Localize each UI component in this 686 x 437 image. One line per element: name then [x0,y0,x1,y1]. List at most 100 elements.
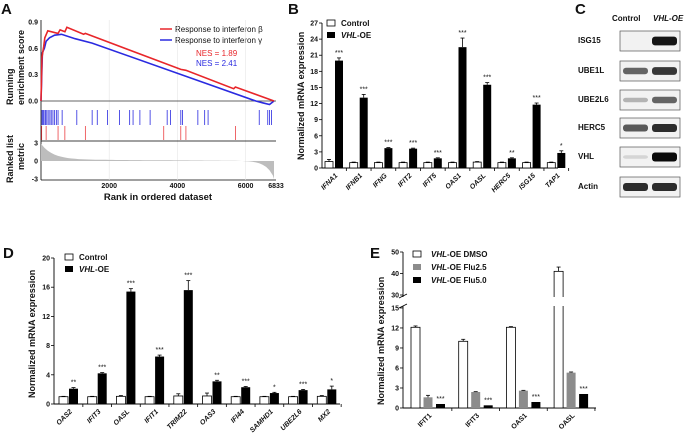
b-bar-isg15-s0 [522,162,531,169]
b-bar-oas1-s0 [448,162,457,169]
e-y-tick-label: 15 [391,305,399,312]
d-significance: * [273,384,276,391]
d-bar-samhd1-s1 [269,393,279,404]
e-bar-oasl-s1 [566,372,576,408]
panel-a: Running enrichment score Ranked list met… [5,25,263,203]
b-ylabel: Normalized mRNA expression [296,32,306,160]
d-x-tick-label: MX2 [317,408,332,423]
blot-band-vhl-vhl-oe [652,152,677,162]
d-significance: *** [156,347,164,354]
e-ylabel: Normalized mRNA expression [376,277,386,405]
b-y-tick-label: 24 [310,37,318,44]
b-bar-tap1-s0 [546,162,556,169]
e-x-tick-label: IFIT1 [417,412,434,429]
panel-label-e: E [370,245,380,262]
e-bar-oasl-s2 [579,393,589,408]
e-bar-ifit3-s0 [458,340,469,409]
e-bar-ifit1-s1 [423,397,433,408]
e-bar-oas1-s1 [518,390,528,408]
e-bar-ifit1-s2 [436,403,445,408]
blot-row-label-ube2l6: UBE2L6 [578,95,609,104]
e-bar-oasl-s0 [553,270,564,409]
d-significance: ** [71,380,77,387]
b-y-tick-label: 9 [314,117,318,124]
blot-membrane-herc5 [619,117,681,139]
a-metric-label-line1: Ranked list [5,135,15,183]
b-x-tick-label: IFIT2 [397,172,414,189]
d-bar-oas3-s1 [212,381,222,404]
a-ranked-metric-area [41,143,274,179]
e-y-tick-label: 3 [395,385,399,392]
blot-band-actin-control [623,182,648,192]
e-legend-dmso: VHL-OE DMSO [431,250,487,259]
b-bar-isg15-s1 [532,104,541,168]
b-x-tick-label: OASL [469,172,488,191]
blot-row-label-vhl: VHL [578,152,594,161]
d-x-tick-label: OAS3 [199,408,218,427]
a-metric-tick-label: -3 [32,177,38,184]
b-bar-ifng-s1 [384,148,393,168]
b-x-tick-label: TAP1 [544,172,561,189]
b-significance: ** [509,150,515,157]
e-legend-flu25: VHL-OE Flu2.5 [431,263,487,272]
b-y-tick-label: 21 [310,53,318,60]
d-x-tick-label: UBE2L6 [280,408,304,432]
d-x-tick-label: SAMHD1 [249,408,275,434]
b-bar-oasl-s1 [483,84,492,168]
blot-row-label-actin: Actin [578,182,598,191]
d-y-tick-label: 20 [42,256,50,263]
nes-ifn-beta: NES = 1.89 [196,49,238,58]
b-bar-oasl-s0 [472,161,482,169]
b-bar-ifit5-s1 [433,158,442,168]
panel-label-c: C [575,1,586,18]
a-metric-label-line2: metric [16,143,26,170]
a-y-tick-label: 0.0 [28,99,38,106]
d-significance: ** [214,372,220,379]
b-x-tick-label: ISG15 [518,172,537,191]
nes-ifn-gamma: NES = 2.41 [196,59,238,68]
b-x-tick-label: OAS1 [444,172,463,191]
a-ylabel-line1: Running [5,69,15,106]
b-significance: *** [533,95,541,102]
b-x-tick-label: HERC5 [491,172,513,194]
panel-label-d: D [3,245,14,262]
d-bar-ifit1-s0 [144,396,155,405]
d-significance: *** [242,378,250,385]
b-bar-herc5-s0 [497,162,507,169]
b-y-tick-label: 0 [314,166,318,173]
b-significance: *** [384,140,392,147]
b-legend: Control VHL-OE [326,19,372,40]
a-y-tick-label: 0.6 [28,46,38,53]
a-x-tick-label: 2000 [101,183,117,190]
e-bar-ifit3-s1 [471,391,481,408]
d-bar-ifit3-s0 [87,396,98,405]
d-bar-oasl-s0 [116,395,126,405]
b-bar-oas1-s1 [458,47,467,168]
e-y-tick-label: 50 [391,250,399,257]
d-bar-oas3-s0 [202,395,212,405]
d-bar-ifit1-s1 [155,356,165,404]
e-axis-break-gap [400,297,406,306]
e-y-tick-label: 6 [395,365,399,372]
d-ylabel: Normalized mRNA expression [27,270,37,398]
b-legend-vhl: VHL-OE [341,31,372,40]
d-bar-ifit3-s1 [97,373,107,404]
b-x-tick-label: IFNA1 [320,172,339,191]
b-y-tick-label: 18 [310,69,318,76]
b-y-tick-label: 12 [310,101,318,108]
d-bar-mx2-s0 [316,395,327,405]
blot-band-ube1l-vhl-oe [652,67,677,75]
b-x-tick-label: IFNB1 [345,172,364,191]
b-bar-ifna1-s0 [324,161,334,169]
d-x-tick-label: IFI44 [230,408,246,424]
e-y-tick-label: 9 [395,345,399,352]
blot-col-vhl: VHL-OE [653,14,684,23]
blot-band-vhl-control [623,155,648,159]
e-legend: VHL-OE DMSO VHL-OE Flu2.5 VHL-OE Flu5.0 [412,250,487,285]
e-x-tick-label: OAS1 [510,412,529,431]
e-y-tick-label: 30 [391,293,399,300]
b-bar-ifit2-s1 [409,148,418,168]
e-x-tick-label: OASL [558,412,577,431]
b-significance: *** [335,50,343,57]
